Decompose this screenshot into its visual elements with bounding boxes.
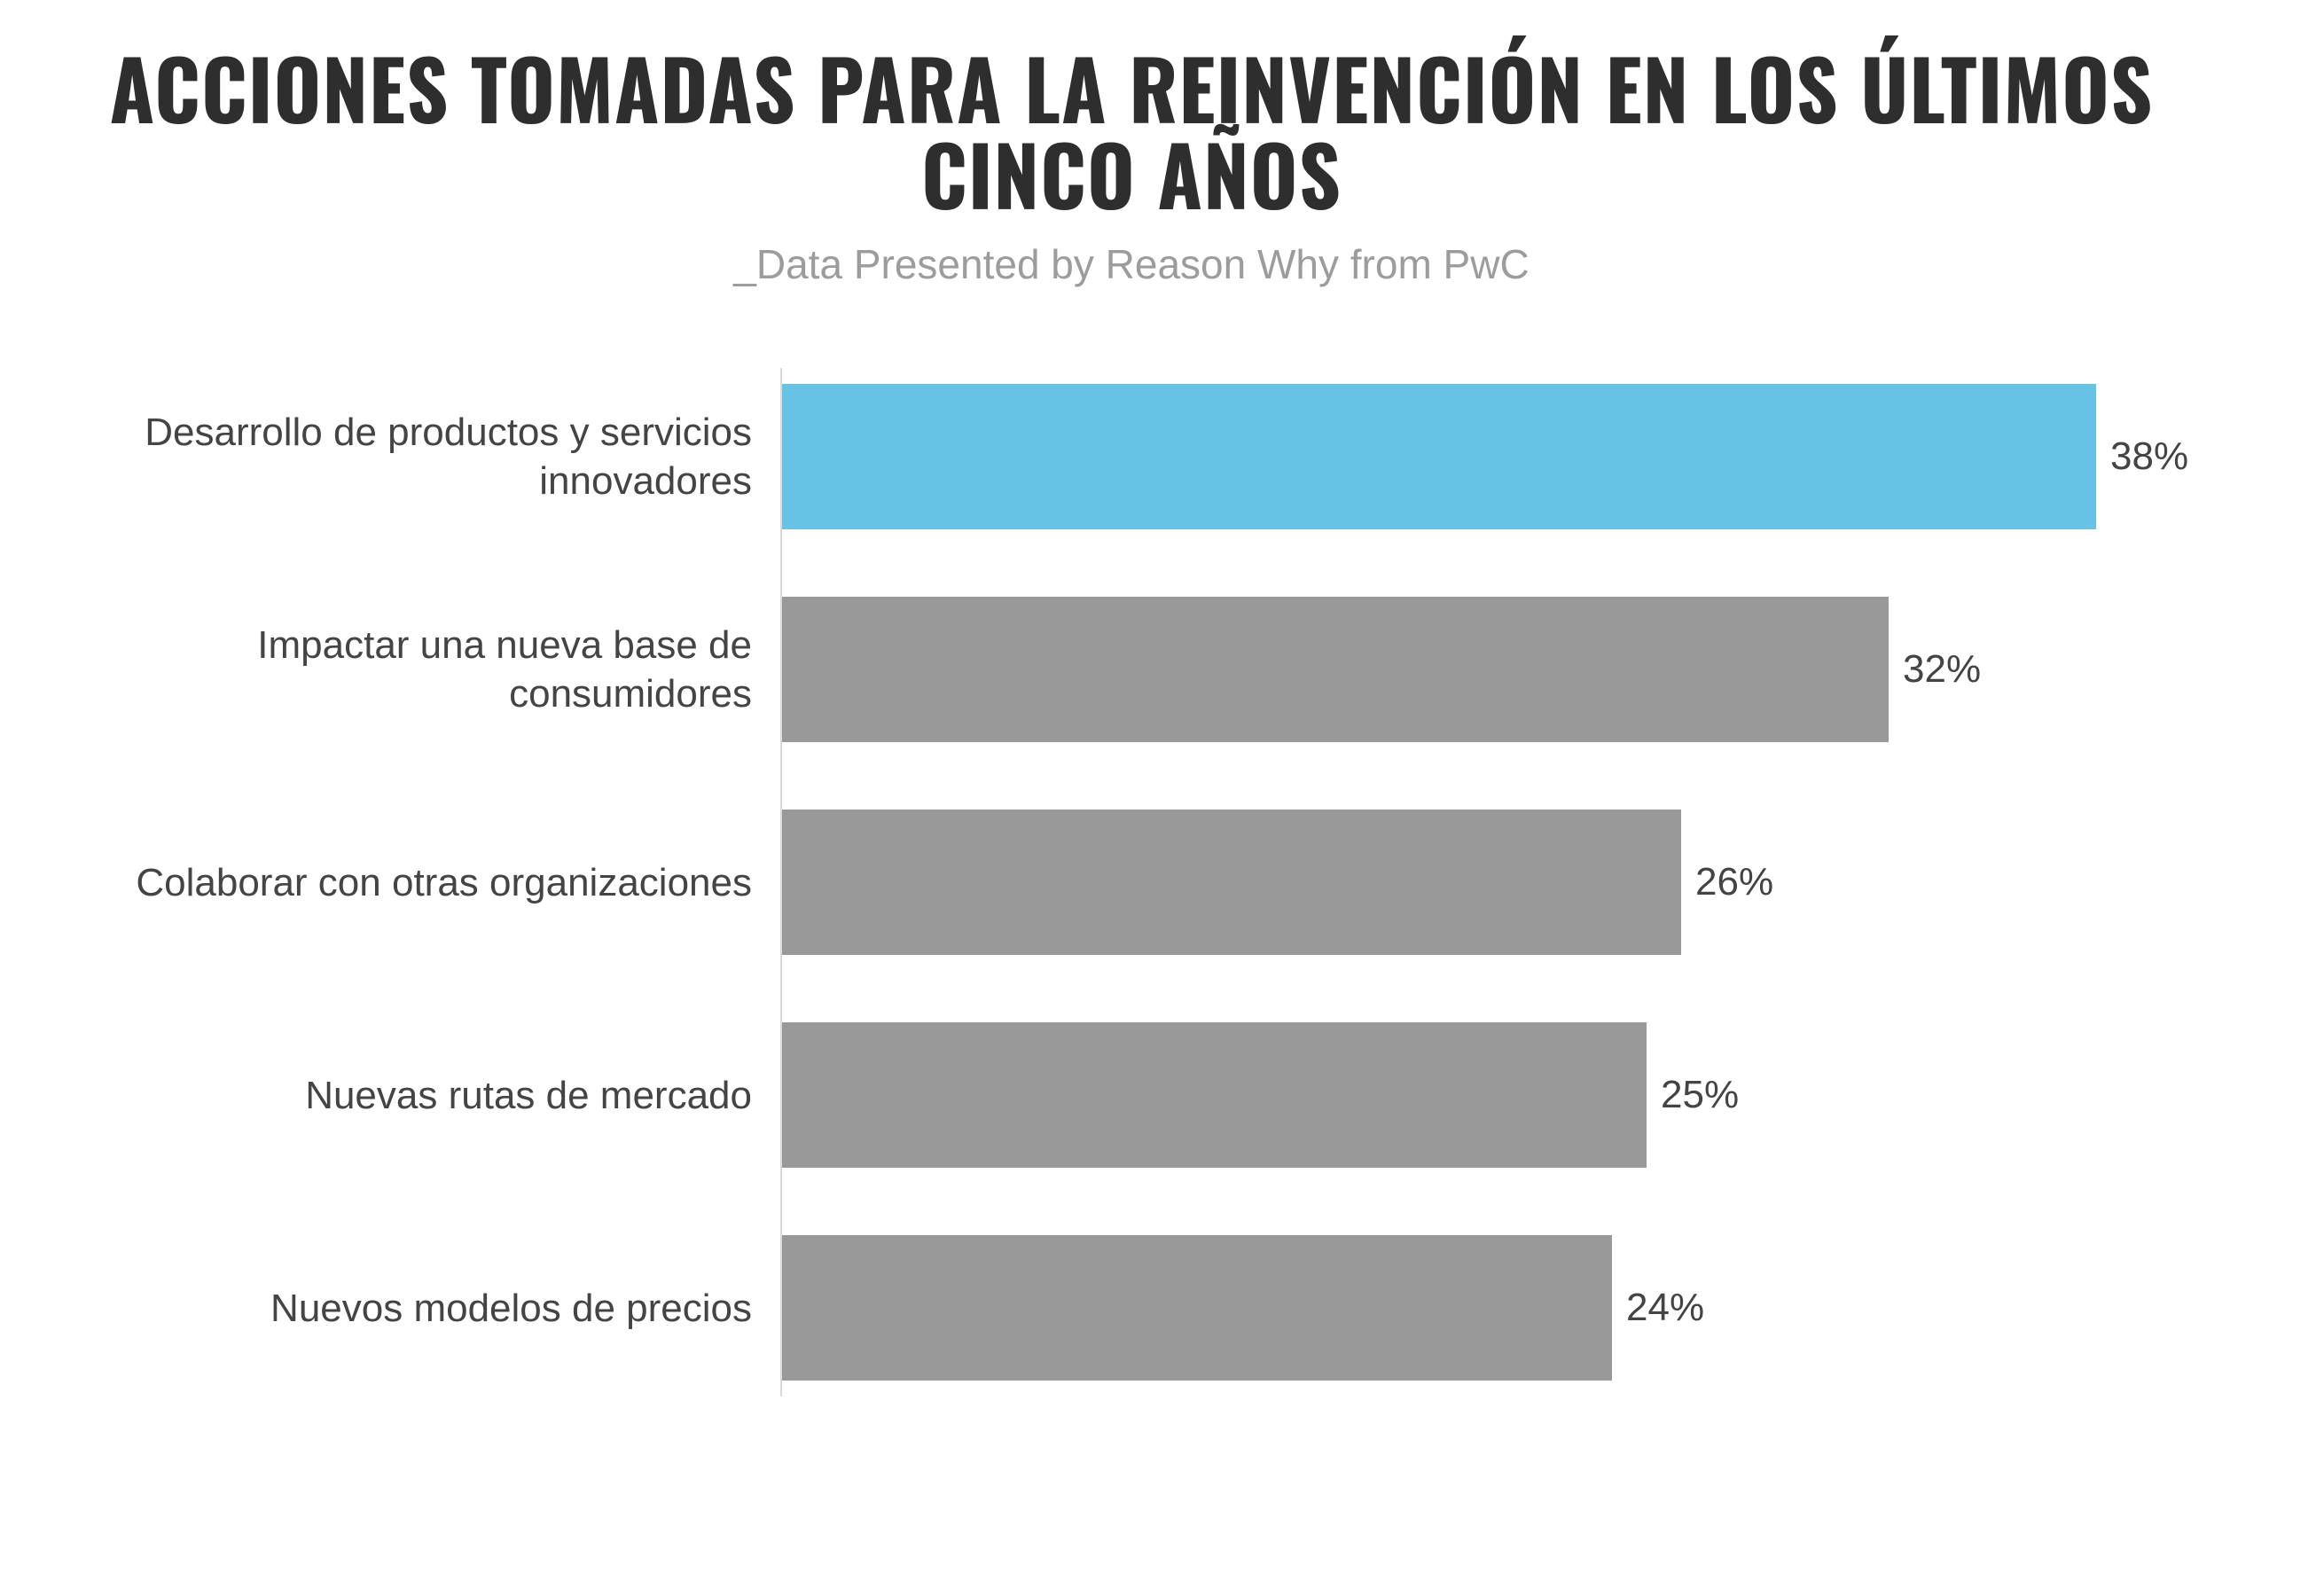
chart-container: ACCIONES TOMADAS PARA LA REINVENCIÓN EN … xyxy=(0,0,2316,1596)
chart-plot-area: Desarrollo de productos y servicios inno… xyxy=(53,368,2210,1396)
chart-value-label: 38% xyxy=(2110,434,2188,479)
chart-value-label: 32% xyxy=(1903,647,1981,692)
chart-category-label: Nuevos modelos de precios xyxy=(53,1284,780,1333)
chart-subtitle: _Data Presented by Reason Why from PwC xyxy=(53,240,2210,288)
chart-value-label: 26% xyxy=(1695,860,1773,904)
chart-category-label: Colaborar con otras organizaciones xyxy=(53,858,780,907)
chart-bar xyxy=(782,1235,1612,1381)
chart-category-label: Impactar una nueva base de consumidores xyxy=(53,621,780,718)
chart-category-label: Nuevas rutas de mercado xyxy=(53,1071,780,1120)
chart-value-label: 25% xyxy=(1661,1073,1739,1117)
chart-title: ACCIONES TOMADAS PARA LA REINVENCIÓN EN … xyxy=(53,44,2210,215)
chart-value-label: 24% xyxy=(1626,1286,1704,1330)
chart-bar xyxy=(782,1022,1647,1168)
chart-bar xyxy=(782,597,1889,742)
chart-category-label: Desarrollo de productos y servicios inno… xyxy=(53,408,780,505)
chart-bars-area: 38% 32% 26% 25% 24% xyxy=(780,368,2210,1396)
chart-category-axis: Desarrollo de productos y servicios inno… xyxy=(53,368,780,1396)
chart-bar xyxy=(782,384,2096,529)
chart-bar xyxy=(782,810,1681,955)
